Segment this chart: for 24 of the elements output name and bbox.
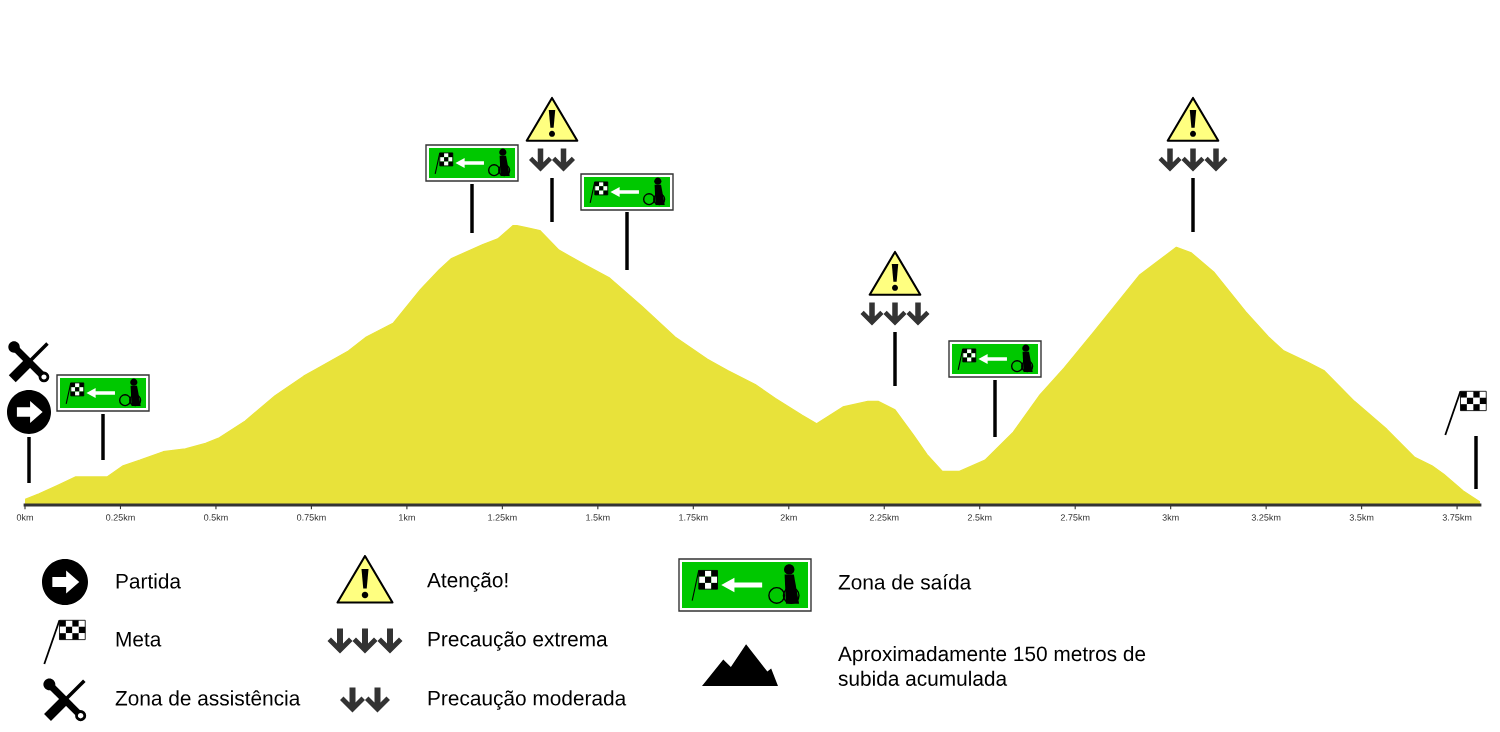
text: Atenção! [427,572,508,592]
x-tick-label: 2km [780,514,797,521]
text: Partida [116,573,182,589]
x-tick-label: 1.5km [586,514,610,521]
text: Meta [116,632,162,647]
x-tick-label: 0km [16,514,33,521]
x-tick-label: 3km [1162,514,1179,521]
x-tick-label: 3.75km [1442,514,1472,521]
x-tick-label: 2.5km [967,514,992,521]
x-tick-label: 0.5km [204,514,228,521]
x-tick-label: 0.75km [296,514,326,521]
x-tick-label: 2.75km [1060,514,1090,521]
text: Zona de saída [838,574,972,590]
x-tick-label: 1km [399,514,415,521]
text: Aproximadamente 150 metros de subida acumulada [838,645,1146,686]
text: Precaução extrema [428,631,608,651]
x-tick-label: 0.25km [106,514,135,521]
text: Precaução moderada [428,690,627,710]
x-tick-label: 3.25km [1251,514,1281,521]
x-tick-label: 1.25km [488,514,517,521]
x-tick-label: 2.25km [869,514,899,521]
x-tick-label: 1.75km [679,514,708,521]
x-tick-label: 3.5km [1349,514,1374,521]
text: Zona de assistência [115,690,301,706]
